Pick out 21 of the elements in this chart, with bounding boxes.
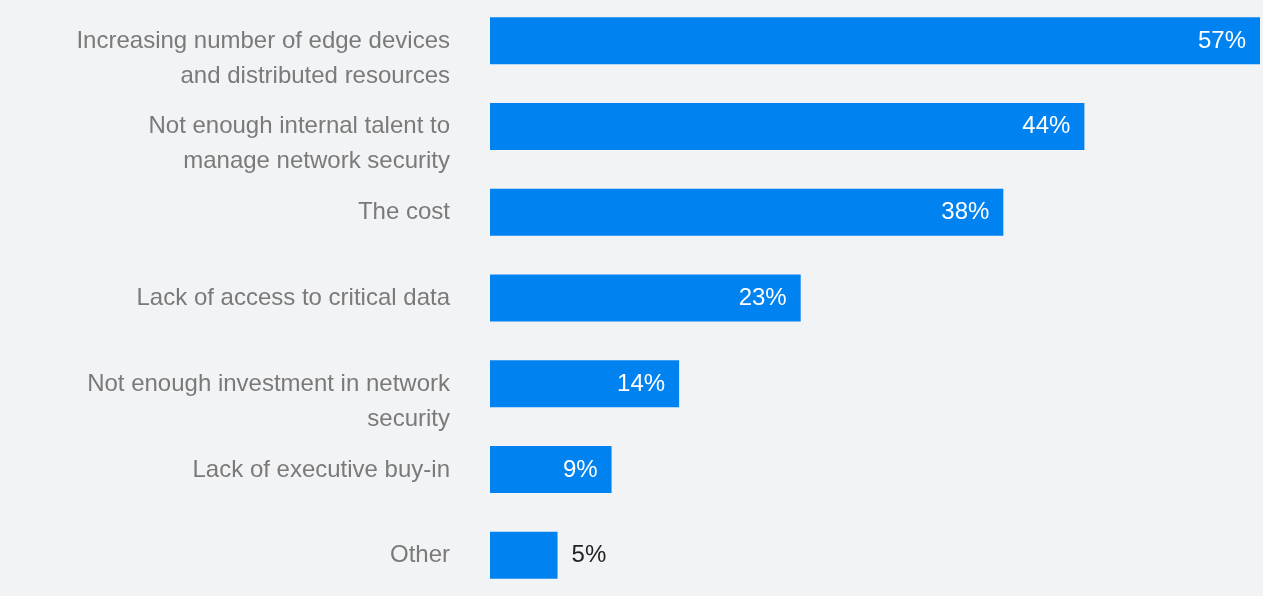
- data-label: 5%: [571, 540, 607, 568]
- data-label: 57%: [1197, 25, 1246, 53]
- bar: [490, 360, 680, 408]
- bar: [490, 274, 801, 322]
- data-label: 23%: [738, 283, 787, 310]
- y-tick-label: Lack of executive buy-in: [192, 454, 450, 482]
- y-tick-label: Not enough internal talent to manage network security: [148, 111, 450, 174]
- data-label: 14%: [617, 368, 666, 396]
- y-tick-label: Not enough investment in network security: [87, 368, 451, 431]
- y-tick-label: Lack of access to critical data: [136, 283, 451, 310]
- data-label: 44%: [1022, 111, 1071, 139]
- y-tick-label: The cost: [357, 197, 451, 225]
- bar: [490, 102, 1085, 151]
- bar: [490, 188, 1004, 236]
- data-label: 9%: [562, 454, 598, 482]
- bar: [490, 445, 612, 494]
- bar: [490, 531, 558, 579]
- data-label: 38%: [941, 197, 990, 225]
- y-tick-label: Other: [389, 540, 450, 568]
- y-tick-label: Increasing number of edge devices and distributed resources: [76, 25, 450, 88]
- bar: [490, 17, 1260, 65]
